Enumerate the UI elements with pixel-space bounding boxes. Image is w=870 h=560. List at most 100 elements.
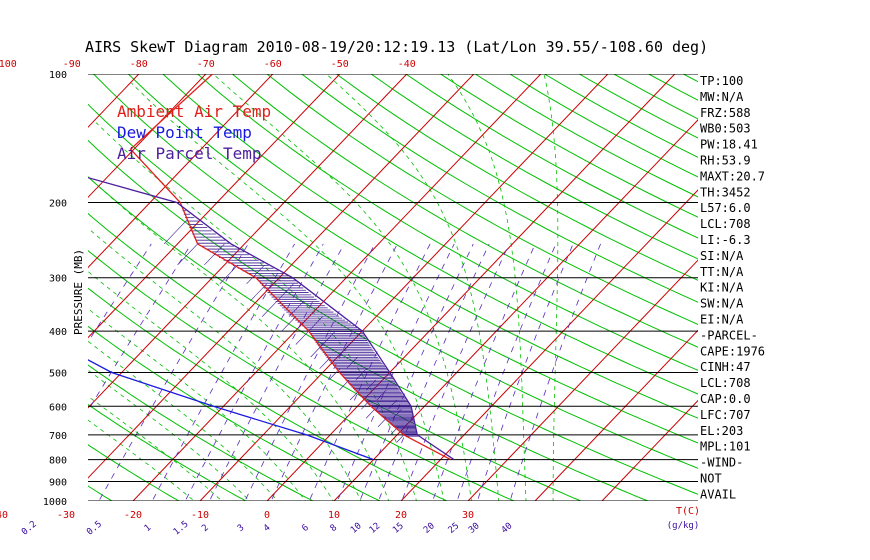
pressure-tick: 1000 [43,497,67,508]
top-temp-tick: -70 [197,59,215,70]
index-entry: CAPE:1976 [700,344,765,358]
isotherm [88,74,408,409]
index-entry: AVAIL [700,487,736,501]
mixing-ratio-line [88,243,192,412]
mixing-ratio-line [509,243,601,501]
mixing-ratio-tick: 1 [143,523,154,534]
dry-adiabat [88,103,698,469]
legend-entry: Air Parcel Temp [117,144,262,163]
index-entry: NOT [700,472,722,486]
bottom-temp-tick: 0 [264,510,270,521]
index-entry: RH:53.9 [700,154,751,168]
dry-adiabat [93,74,698,444]
cape-hatch-line [163,220,187,245]
dry-adiabat [405,74,698,239]
dry-adiabat [197,74,698,371]
diagram-grid [0,74,870,510]
bottom-temp-tick: 20 [395,510,407,521]
legend: Ambient Air Temp Dew Point Temp Air Parcel… [117,102,271,163]
index-entry: SI:N/A [700,249,744,263]
mixing-ratio-line [270,243,398,501]
pressure-tick: 700 [49,431,67,442]
cape-hatch [163,206,420,443]
mixing-ratio-tick: 3 [236,523,247,534]
dry-adiabat [88,287,449,501]
dry-adiabat [474,74,698,198]
pressure-tick: 400 [49,327,67,338]
index-entry: CAP:0.0 [700,392,751,406]
mixing-ratio-unit: (g/kg) [667,521,700,531]
cape-hatch-line [355,368,367,380]
bottom-temp-tick: 10 [328,510,340,521]
moist-adiabat [326,74,500,501]
dry-adiabat [231,74,698,348]
bottom-temp-tick: -40 [0,510,8,521]
cape-hatch-line [387,399,398,410]
index-entry: LI:-6.3 [700,233,751,247]
dry-adiabat [370,74,698,260]
moist-adiabat [88,308,306,501]
series-line [88,176,455,461]
mixing-ratio-line [401,243,510,501]
index-entry: MPL:101 [700,440,751,454]
mixing-ratio-line [432,243,536,501]
series-line [88,359,374,461]
cape-hatch-line [392,409,402,419]
mixing-ratio-line [209,243,345,501]
mixing-ratio-line [308,243,431,501]
cape-hatch-line [281,316,296,332]
cape-hatch-line [177,243,198,266]
cape-hatch-line [295,330,309,345]
cape-hatch-line [365,409,375,419]
dry-adiabat [88,364,315,501]
dry-adiabat [88,212,583,501]
cape-hatch-line [308,316,323,332]
moist-adiabat [212,74,472,501]
isotherm [266,74,676,501]
index-entry: MAXT:20.7 [700,169,765,183]
dry-adiabat [266,74,698,326]
moist-adiabat [88,270,334,501]
cape-hatch-line [276,283,294,302]
cape-hatch-line [322,330,336,345]
dry-adiabat [753,74,870,510]
cape-hatch-line [246,264,265,285]
legend-entry: Ambient Air Temp [117,102,271,121]
pressure-tick: 800 [49,456,67,467]
index-entry: KI:N/A [700,281,744,295]
isotherm [467,259,698,501]
cape-hatch-line [337,344,350,358]
index-entry: TP:100 [700,74,743,88]
dry-adiabat [88,403,247,501]
legend-entry: Dew Point Temp [117,123,252,142]
dry-adiabat [127,74,698,419]
dry-adiabat [787,74,870,510]
dry-adiabat [0,74,59,510]
index-entry: CINH:47 [700,360,751,374]
mixing-ratio-tick: 40 [500,521,515,536]
dry-adiabat [301,74,698,303]
dry-adiabat [88,325,382,501]
temp-unit-label: T(C) [676,506,700,517]
moist-adiabat [88,340,279,501]
index-entry: TT:N/A [700,265,744,279]
index-entry: WB0:503 [700,122,751,136]
mixing-ratio-tick: 0.2 [20,519,39,537]
isotherm [534,329,698,501]
dry-adiabat [648,74,698,101]
isotherm [88,74,274,269]
mixing-ratio-tick: 15 [391,521,406,536]
dry-adiabat [88,139,698,495]
dry-adiabat [88,485,113,501]
isotherm [88,74,341,339]
series-line [129,74,451,461]
mixing-ratio-line [184,243,324,501]
index-entry: PW:18.41 [700,138,758,152]
mixing-ratio-tick: 10 [349,521,364,536]
moist-adiabat [88,227,362,501]
dry-adiabat [509,74,698,178]
dry-adiabat [88,444,180,501]
isotherm [333,119,698,501]
y-axis-label: PRESSURE (MB) [72,249,85,335]
isotherm [601,399,698,501]
